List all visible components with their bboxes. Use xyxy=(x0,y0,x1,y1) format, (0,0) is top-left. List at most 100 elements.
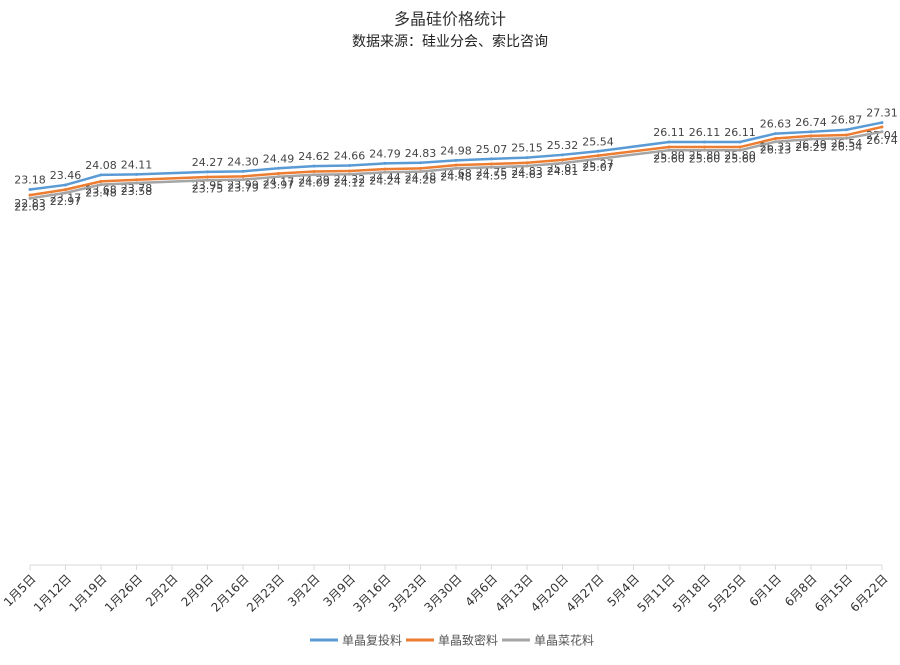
data-point xyxy=(525,161,529,165)
data-label: 24.09 xyxy=(298,177,330,190)
x-tick-label: 6月22日 xyxy=(848,572,891,615)
data-label: 24.49 xyxy=(263,152,295,165)
gap-connector xyxy=(136,179,208,185)
x-tick-label: 5月25日 xyxy=(706,572,749,615)
data-label: 23.99 xyxy=(227,178,259,191)
chart-title: 多晶硅价格统计 xyxy=(394,10,506,29)
data-point xyxy=(667,140,671,144)
data-label: 26.74 xyxy=(866,134,898,147)
x-tick-label: 1月19日 xyxy=(67,572,110,615)
data-point xyxy=(490,162,493,166)
data-label: 26.74 xyxy=(795,116,827,129)
x-tick-label: 4月27日 xyxy=(564,572,607,615)
data-point xyxy=(738,145,742,149)
data-label: 24.66 xyxy=(334,150,366,163)
data-label: 24.30 xyxy=(227,155,259,168)
data-label: 24.79 xyxy=(369,147,401,160)
data-point xyxy=(738,148,742,152)
series-line xyxy=(207,154,599,179)
data-label: 26.11 xyxy=(653,126,685,139)
data-label: 26.63 xyxy=(760,118,792,131)
data-label: 24.11 xyxy=(121,158,153,171)
x-tick-label: 3月23日 xyxy=(386,572,429,615)
data-label: 27.31 xyxy=(866,107,898,120)
data-point xyxy=(880,125,884,129)
data-label: 24.83 xyxy=(405,147,437,160)
series-line xyxy=(207,157,599,182)
data-point xyxy=(561,161,564,165)
data-point xyxy=(703,140,706,144)
data-label: 26.11 xyxy=(724,126,756,139)
chart-subtitle: 数据来源：硅业分会、索比咨询 xyxy=(352,33,548,50)
data-point xyxy=(312,173,316,177)
data-label: 24.12 xyxy=(334,176,366,189)
data-point xyxy=(64,188,67,192)
x-tick-label: 4月20日 xyxy=(528,572,571,615)
data-point xyxy=(241,178,245,182)
data-label: 26.54 xyxy=(831,137,863,150)
data-point xyxy=(99,179,103,183)
data-point xyxy=(135,172,138,176)
x-tick-label: 1月26日 xyxy=(102,572,145,615)
x-tick-label: 6月15日 xyxy=(812,572,855,615)
data-point xyxy=(845,136,848,140)
data-point xyxy=(383,161,387,165)
data-label: 24.98 xyxy=(440,144,472,157)
series-line xyxy=(29,173,137,191)
data-label: 22.63 xyxy=(14,200,46,213)
series-line xyxy=(29,181,137,200)
data-point xyxy=(561,158,564,162)
data-point xyxy=(64,183,67,187)
data-point xyxy=(561,153,564,157)
data-label: 25.60 xyxy=(724,152,756,165)
data-point xyxy=(348,169,351,173)
data-point xyxy=(454,166,458,170)
data-point xyxy=(241,169,245,173)
data-label: 23.97 xyxy=(263,179,295,192)
data-point xyxy=(774,140,777,144)
data-point xyxy=(206,175,209,179)
data-label: 26.87 xyxy=(831,114,863,127)
gap-connector xyxy=(597,145,670,157)
data-point xyxy=(454,163,458,167)
data-label: 25.80 xyxy=(724,149,756,162)
data-point xyxy=(596,157,600,161)
data-point xyxy=(809,134,813,138)
data-label: 24.24 xyxy=(369,174,401,187)
data-label: 25.15 xyxy=(511,142,543,155)
data-label: 24.55 xyxy=(476,169,508,182)
data-point xyxy=(383,170,387,174)
data-label: 24.32 xyxy=(334,173,366,186)
data-point xyxy=(490,157,493,161)
data-point xyxy=(774,136,777,140)
x-tick-label: 4月13日 xyxy=(493,572,536,615)
series-line xyxy=(207,150,599,174)
data-point xyxy=(667,148,671,152)
data-point xyxy=(348,164,351,168)
data-label: 25.07 xyxy=(476,143,508,156)
data-label: 23.95 xyxy=(192,179,224,192)
data-label: 24.27 xyxy=(192,156,224,169)
gap-connector xyxy=(136,175,208,182)
data-point xyxy=(277,175,280,179)
data-point xyxy=(64,191,67,195)
x-tick-label: 5月11日 xyxy=(635,572,678,615)
x-tick-label: 3月16日 xyxy=(351,572,394,615)
data-point xyxy=(703,148,706,152)
x-tick-label: 3月2日 xyxy=(285,572,323,610)
data-point xyxy=(490,165,493,169)
data-point xyxy=(135,178,138,182)
data-label: 26.11 xyxy=(689,126,721,139)
data-label: 25.01 xyxy=(547,162,579,175)
data-label: 24.48 xyxy=(440,170,472,183)
data-point xyxy=(419,166,422,170)
data-point xyxy=(241,174,245,178)
data-label: 24.68 xyxy=(440,167,472,180)
data-label: 26.34 xyxy=(831,140,863,153)
data-point xyxy=(312,164,316,168)
data-point xyxy=(312,170,316,174)
data-point xyxy=(135,181,138,185)
data-label: 22.83 xyxy=(14,197,46,210)
data-label: 24.63 xyxy=(511,168,543,181)
